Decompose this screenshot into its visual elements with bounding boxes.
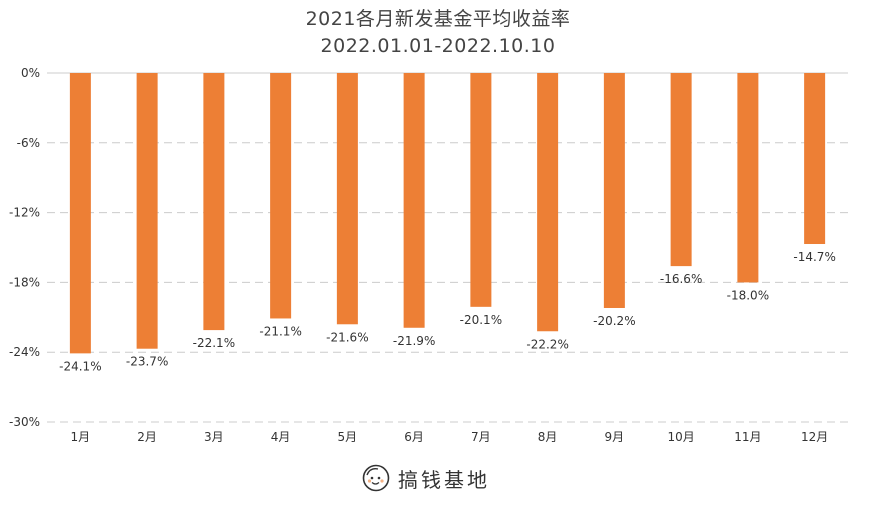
smiling-face-logo-icon [362, 464, 390, 492]
data-label: -20.2% [593, 314, 635, 328]
bar [336, 73, 358, 325]
data-label: -22.2% [526, 337, 568, 351]
x-tick-label: 4月 [271, 430, 291, 444]
x-axis-ticks: 1月 2月 3月 4月 5月 6月 7月 8月 9月 10月 11月 12月 [71, 430, 829, 444]
bar [203, 73, 225, 331]
data-label: -18.0% [727, 288, 769, 302]
x-tick-label: 1月 [71, 430, 91, 444]
y-tick-label: -30% [9, 415, 40, 429]
x-tick-label: 6月 [404, 430, 424, 444]
x-tick-label: 9月 [605, 430, 625, 444]
chart-title-block: 2021各月新发基金平均收益率 2022.01.01-2022.10.10 [0, 6, 876, 60]
y-tick-label: -18% [9, 275, 40, 289]
x-tick-label: 7月 [471, 430, 491, 444]
bar [670, 73, 692, 267]
x-tick-label: 3月 [204, 430, 224, 444]
chart-title: 2021各月新发基金平均收益率 [305, 8, 571, 30]
bars [69, 73, 826, 354]
y-tick-label: -12% [9, 206, 40, 220]
data-label: -23.7% [126, 355, 168, 369]
y-tick-label: -6% [17, 136, 40, 150]
bar [537, 73, 559, 332]
data-label: -21.6% [326, 330, 368, 344]
x-tick-label: 5月 [338, 430, 358, 444]
x-tick-label: 11月 [734, 430, 761, 444]
data-label: -14.7% [793, 250, 835, 264]
bar [804, 73, 826, 245]
data-label: -24.1% [59, 359, 101, 373]
bar [69, 73, 91, 354]
bar [470, 73, 492, 307]
data-label: -20.1% [460, 313, 502, 327]
bar-chart: 0% -6% -12% -18% -24% -30% -24.1% -23.7% -22.1%… [9, 66, 848, 444]
data-label: -16.6% [660, 272, 702, 286]
y-tick-label: -24% [9, 345, 40, 359]
bar [270, 73, 292, 319]
x-tick-label: 10月 [667, 430, 694, 444]
bar [136, 73, 158, 349]
brand-footer: 搞钱基地 [362, 461, 490, 495]
y-axis-ticks: 0% -6% -12% -18% -24% -30% [9, 66, 40, 429]
x-tick-label: 2月 [137, 430, 157, 444]
bar [403, 73, 425, 328]
x-tick-label: 8月 [538, 430, 558, 444]
data-label: -22.1% [193, 336, 235, 350]
bar [603, 73, 625, 308]
data-label: -21.1% [259, 324, 301, 338]
data-label: -21.9% [393, 334, 435, 348]
brand-name: 搞钱基地 [398, 467, 490, 492]
y-tick-label: 0% [21, 66, 40, 80]
grid-lines [47, 72, 848, 423]
chart-subtitle: 2022.01.01-2022.10.10 [320, 35, 556, 57]
value-labels: -24.1% -23.7% -22.1% -21.1% -21.6% -21.9% -20.… [59, 250, 836, 373]
bar [737, 73, 759, 283]
x-tick-label: 12月 [801, 430, 828, 444]
